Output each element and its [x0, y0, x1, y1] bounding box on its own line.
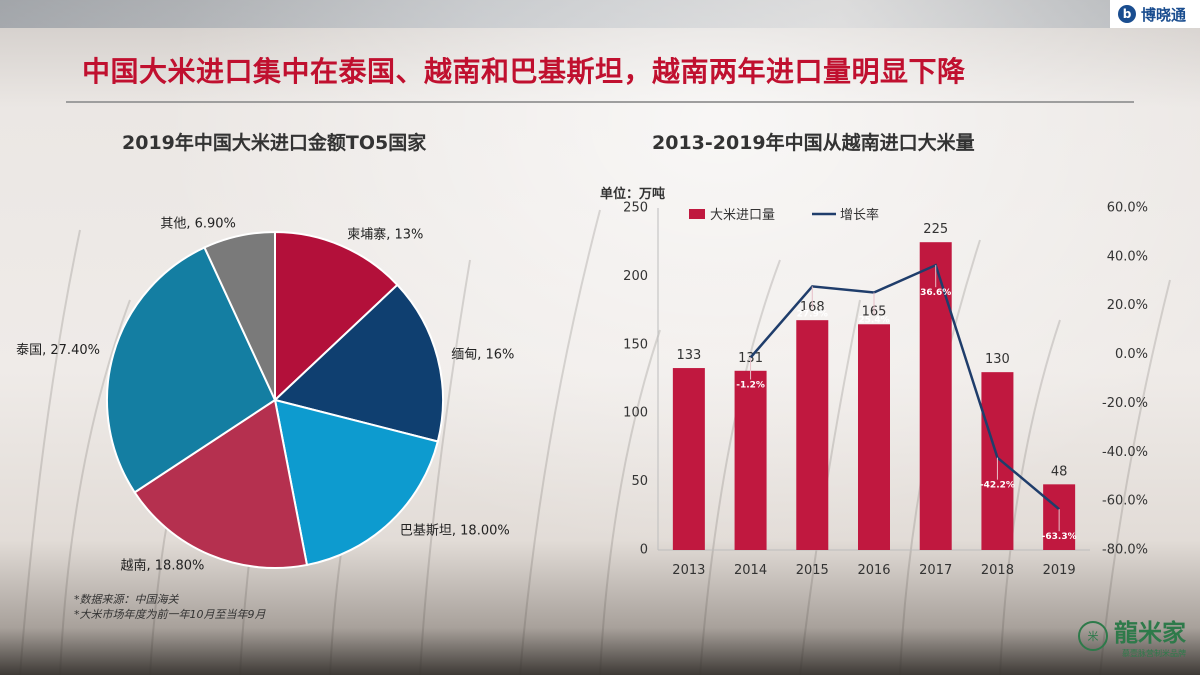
- legend-bar-label: 大米进口量: [710, 208, 775, 223]
- x-tick-2019: 2019: [1043, 563, 1076, 578]
- x-tick-2016: 2016: [857, 563, 890, 578]
- bar-2014: [734, 370, 767, 550]
- brand-tagline: 慕壹脉营制米品牌: [1122, 649, 1186, 658]
- pie-label-3: 越南, 18.80%: [121, 557, 205, 573]
- bar-2015: [796, 320, 829, 550]
- pie-slice-0: [274, 230, 399, 403]
- y-right-tick-7: 60.0%: [1107, 201, 1148, 216]
- bar-value-2018: 130: [985, 352, 1010, 367]
- pie-chart-title: 2019年中国大米进口金额TO5国家: [122, 132, 427, 154]
- y-right-tick-2: -40.0%: [1102, 445, 1148, 460]
- y-left-tick-1: 50: [631, 474, 648, 489]
- legend-line-label: 增长率: [840, 207, 879, 223]
- brand-seal-icon: 米: [1078, 621, 1108, 651]
- y-right-tick-0: -80.0%: [1102, 543, 1148, 558]
- x-tick-2017: 2017: [919, 563, 952, 578]
- pie-slice-4: [106, 246, 277, 494]
- rate-label-2017: 36.6%: [920, 288, 951, 298]
- y-left-tick-5: 250: [623, 201, 648, 216]
- pie-label-4: 泰国, 27.40%: [16, 343, 100, 358]
- pie-slice-3: [133, 398, 309, 569]
- y-right-tick-1: -60.0%: [1102, 494, 1148, 509]
- x-tick-2014: 2014: [734, 563, 767, 578]
- rate-label-2016: 25.4%: [858, 316, 889, 326]
- x-tick-2013: 2013: [672, 563, 705, 578]
- bar-value-2019: 48: [1051, 464, 1068, 479]
- headline-divider: [66, 101, 1134, 103]
- pie-label-5: 其他, 6.90%: [160, 217, 236, 232]
- legend-bar-swatch: [689, 209, 705, 219]
- pie-label-1: 缅甸, 16%: [451, 348, 514, 363]
- pie-slice-1: [272, 283, 444, 443]
- rate-label-2015: 27.9%: [797, 309, 828, 319]
- x-tick-2015: 2015: [796, 563, 829, 578]
- pie-label-0: 柬埔寨, 13%: [347, 226, 423, 242]
- logo-mark-icon: b: [1118, 5, 1136, 23]
- y-left-tick-3: 150: [623, 337, 648, 352]
- pie-slice-5: [203, 230, 276, 401]
- y-left-tick-2: 100: [623, 406, 648, 421]
- bar-chart-title: 2013-2019年中国从越南进口大米量: [652, 132, 975, 154]
- x-tick-2018: 2018: [981, 563, 1014, 578]
- rate-label-2018: -42.2%: [980, 481, 1015, 491]
- bar-2016: [858, 324, 890, 550]
- y-left-tick-0: 0: [640, 543, 648, 558]
- y-right-tick-4: 0.0%: [1115, 347, 1148, 362]
- page-headline: 中国大米进口集中在泰国、越南和巴基斯坦，越南两年进口量明显下降: [82, 55, 966, 88]
- brand-name: 龍米家: [1114, 618, 1186, 647]
- pie-label-2: 巴基斯坦, 18.00%: [400, 523, 510, 538]
- source-note: *数据来源：中国海关: [74, 593, 179, 606]
- growth-rate-line: [749, 263, 1060, 511]
- rate-label-2019: -63.3%: [1042, 532, 1077, 542]
- top-logo: b 博晓通: [1110, 0, 1200, 28]
- pie-slice-2: [273, 398, 440, 567]
- top-band: [0, 0, 1200, 28]
- bar-value-2017: 225: [923, 222, 948, 237]
- y-right-tick-5: 20.0%: [1107, 298, 1148, 313]
- market-year-note: *大米市场年度为前一年10月至当年9月: [74, 608, 266, 621]
- y-right-tick-6: 40.0%: [1107, 249, 1148, 264]
- bar-value-2013: 133: [676, 348, 701, 363]
- brand-logo: 米 龍米家 慕壹脉营制米品牌: [1078, 613, 1186, 659]
- bar-2017: [919, 242, 952, 550]
- logo-text: 博晓通: [1141, 5, 1187, 24]
- y-left-tick-4: 200: [623, 269, 648, 284]
- bar-2013: [672, 368, 705, 550]
- unit-label: 单位：万吨: [600, 186, 665, 202]
- rate-label-2014: -1.2%: [736, 381, 765, 391]
- y-right-tick-3: -20.0%: [1102, 396, 1148, 411]
